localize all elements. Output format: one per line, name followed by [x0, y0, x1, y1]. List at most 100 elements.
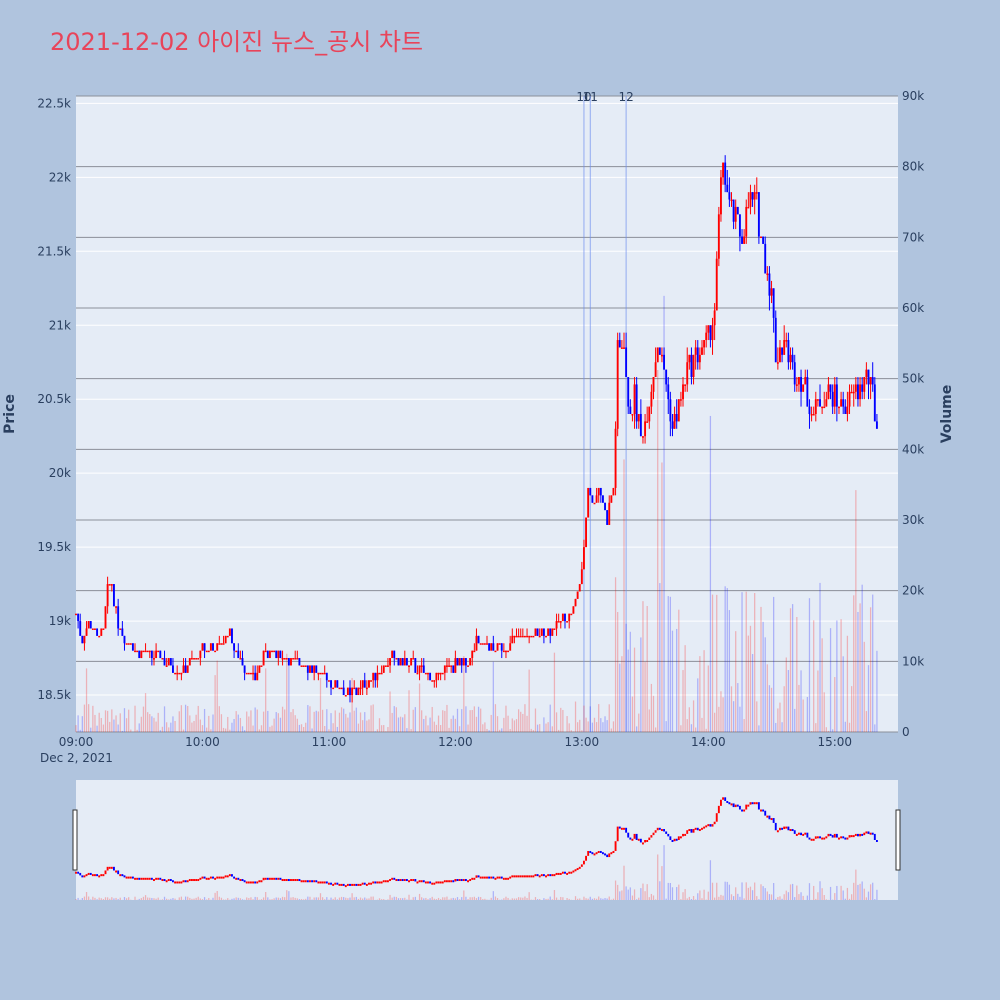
candle-body	[296, 658, 299, 660]
mini-candle	[781, 827, 784, 830]
candle-body	[800, 377, 802, 392]
candle-body	[395, 658, 398, 660]
volume-bar	[848, 722, 851, 732]
mini-candle	[150, 877, 153, 880]
candle-body	[717, 214, 720, 259]
mini-volume-bar	[823, 895, 825, 900]
volume-bar	[463, 656, 465, 732]
mini-volume-bar	[368, 898, 370, 900]
mini-volume-bar	[324, 899, 326, 900]
candle-body	[804, 377, 807, 385]
mini-candle	[692, 829, 695, 833]
main-plot-area[interactable]	[76, 96, 898, 732]
mini-candle	[188, 879, 191, 882]
range-slider[interactable]	[76, 780, 898, 900]
range-slider-right-handle[interactable]	[895, 809, 901, 871]
mini-candle	[500, 876, 503, 879]
mini-volume-bar	[730, 894, 733, 900]
mini-volume-bar	[568, 898, 570, 900]
candle-body	[283, 658, 286, 660]
volume-bar	[208, 715, 210, 732]
mini-candle	[705, 825, 708, 828]
volume-bar	[309, 706, 311, 732]
mini-volume-bar	[737, 893, 739, 900]
mini-volume-bar	[808, 883, 811, 900]
candle-body	[867, 369, 870, 385]
candle-body	[254, 672, 257, 681]
mini-candle	[770, 818, 773, 821]
range-slider-left-handle[interactable]	[72, 809, 78, 871]
mini-candle	[260, 880, 263, 883]
mini-candle	[477, 875, 480, 878]
mini-candle	[102, 874, 105, 877]
mini-candle	[488, 876, 491, 879]
mini-volume-bar	[766, 891, 768, 900]
candle-body	[243, 665, 246, 673]
volume-bar	[332, 723, 334, 732]
mini-volume-bar	[378, 898, 381, 900]
volume-bar	[724, 586, 726, 732]
volume-bar	[623, 459, 625, 732]
volume-bar	[206, 727, 208, 732]
volume-bar	[225, 728, 227, 732]
mini-volume-bar	[216, 891, 218, 900]
mini-candle	[429, 881, 432, 884]
volume-bar	[480, 708, 482, 732]
candle-body	[188, 658, 191, 666]
candle-body	[732, 199, 735, 222]
candle-body	[838, 406, 840, 409]
candle-body	[696, 347, 699, 363]
volume-bar	[203, 708, 206, 732]
mini-volume-bar	[252, 899, 254, 900]
candle-body	[808, 406, 811, 414]
candle-body	[776, 362, 779, 364]
mini-volume-bar	[707, 891, 709, 900]
mini-volume-bar	[372, 896, 374, 900]
mini-volume-bar	[343, 897, 345, 900]
mini-candle	[115, 870, 117, 873]
volume-bar	[465, 706, 467, 732]
volume-bar	[705, 728, 707, 732]
candle-body	[150, 650, 153, 659]
candle-body	[412, 658, 415, 660]
mini-volume-bar	[387, 899, 389, 900]
mini-candle	[627, 832, 630, 838]
candle-body	[760, 236, 762, 239]
mini-volume-bar	[239, 898, 242, 900]
mini-candle	[793, 830, 796, 834]
mini-volume-bar	[125, 898, 128, 900]
mini-volume-bar	[861, 881, 863, 900]
mini-volume-bar	[458, 899, 461, 900]
mini-candle	[764, 810, 767, 816]
volume-bar	[134, 705, 136, 732]
mini-candle	[365, 883, 368, 886]
volume-bar	[644, 661, 646, 732]
volume-bar	[374, 731, 376, 732]
candle-body	[104, 606, 107, 629]
candle-body	[663, 354, 665, 370]
mini-volume-bar	[522, 897, 524, 900]
candle-body	[79, 621, 82, 636]
mini-volume-bar	[435, 899, 438, 900]
volume-bar	[220, 714, 223, 732]
mini-volume-bar	[764, 888, 766, 900]
mini-candle	[228, 874, 231, 877]
mini-candle	[656, 827, 659, 831]
candle-body	[260, 665, 263, 667]
volume-bar	[254, 707, 256, 732]
mini-volume-bar	[119, 897, 121, 900]
mini-candle	[555, 872, 558, 875]
candle-body	[477, 635, 480, 644]
mini-volume-bar	[128, 897, 130, 900]
candle-body	[349, 687, 351, 696]
volume-bar	[260, 725, 263, 732]
mini-volume-bar	[469, 897, 471, 900]
mini-candle	[176, 881, 179, 884]
candle-body	[81, 635, 84, 644]
volume-tick-label: 50k	[902, 372, 924, 386]
mini-volume-bar	[359, 897, 362, 900]
mini-volume-bar	[515, 898, 518, 900]
candle-body	[452, 665, 455, 673]
volume-bar	[827, 730, 830, 732]
mini-candle	[159, 877, 162, 880]
